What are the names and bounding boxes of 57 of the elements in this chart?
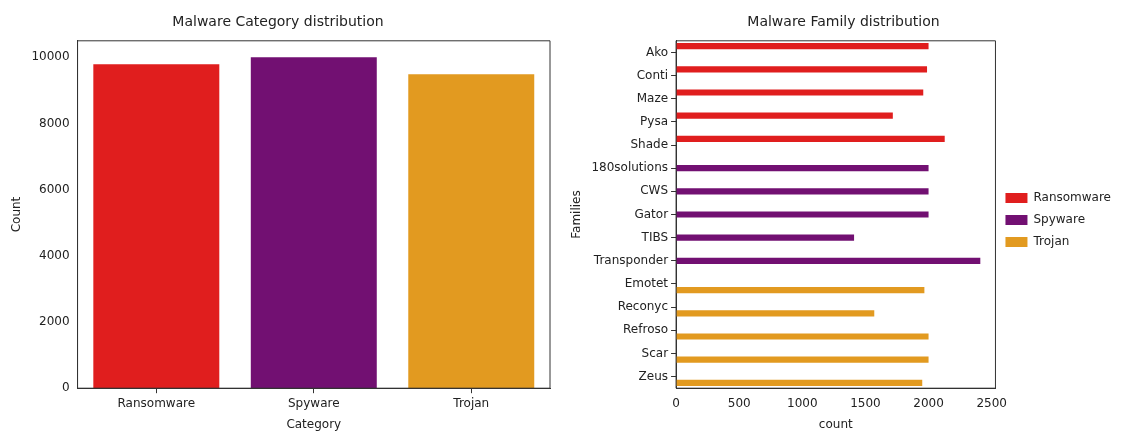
chart-title: Malware Category distribution [172,13,384,30]
y-tick-label: Zeus [638,368,669,383]
x-tick-label: 1000 [787,395,818,410]
y-tick-label: Shade [630,137,669,152]
y-tick-label: 180solutions [591,160,669,175]
x-tick-label: 2500 [976,395,1007,410]
y-tick-label: Scar [641,345,669,360]
x-tick-label: Spyware [288,395,340,410]
y-axis-title: Families [569,190,584,239]
bar [676,89,924,96]
y-tick-label: Pysa [640,113,669,128]
x-tick-label: 2000 [913,395,944,410]
y-axis-title: Count [9,196,24,233]
bar [676,165,929,172]
bar [676,135,945,142]
y-tick-label: Emotet [624,276,669,291]
x-axis-title: Category [286,416,342,431]
bar [676,43,929,50]
x-tick-label: 0 [672,395,680,410]
x-tick-label: 500 [727,395,751,410]
x-tick-label: 1500 [850,395,881,410]
bar [408,74,535,389]
bar [250,57,377,389]
bar [676,234,855,241]
y-tick-label: Gator [634,206,669,221]
y-tick-label: Ako [646,44,669,59]
y-tick-label: 10000 [31,49,70,64]
y-tick-label: CWS [640,183,669,198]
bar [676,66,928,73]
legend-label: Spyware [1033,212,1086,227]
bar [676,333,929,340]
legend-label: Ransomware [1033,190,1112,205]
chart-title: Malware Family distribution [747,13,940,30]
y-tick-label: Refroso [623,322,669,337]
x-tick-label: Ransomware [117,395,196,410]
bar [93,64,220,389]
y-tick-label: 8000 [39,115,70,130]
y-tick-label: Transponder [592,252,669,267]
bar [676,287,925,294]
y-tick-label: 2000 [39,314,70,329]
bar [676,356,929,363]
y-tick-label: 6000 [39,181,70,196]
y-tick-label: Reconyc [617,299,669,314]
bar [676,257,981,264]
bar [676,310,875,317]
y-tick-label: 4000 [39,247,70,262]
x-axis-title: count [818,416,853,431]
y-tick-label: Maze [636,90,669,105]
bar [676,188,929,195]
bar [676,211,929,218]
legend-label: Trojan [1032,234,1070,249]
y-tick-label: Conti [636,67,669,82]
y-tick-label: TIBS [640,229,669,244]
x-tick-label: Trojan [452,395,490,410]
y-tick-label: 0 [61,380,70,395]
bar [676,112,893,119]
bar [676,379,923,386]
